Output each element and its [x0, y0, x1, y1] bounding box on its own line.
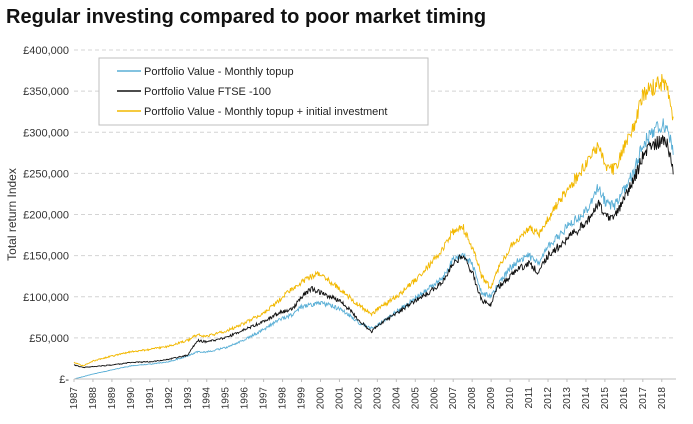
series-line-2: [73, 74, 674, 367]
series-layer: [73, 74, 674, 380]
series-line-0: [73, 118, 674, 380]
x-tick-label: 1998: [278, 387, 289, 410]
chart-title: Regular investing compared to poor marke…: [6, 6, 487, 28]
x-tick-label: 2002: [353, 387, 364, 410]
x-tick-label: 2014: [581, 387, 592, 410]
x-tick-label: 2006: [429, 387, 440, 410]
x-tick-label: 2005: [410, 387, 421, 410]
x-tick-label: 2007: [448, 387, 459, 410]
y-tick-label: £300,000: [23, 127, 69, 139]
legend-entry: Portfolio Value - Monthly topup: [144, 66, 294, 78]
y-tick-label: £100,000: [23, 292, 69, 304]
x-tick-label: 2016: [619, 387, 630, 410]
x-tick-label: 2017: [638, 387, 649, 410]
x-axis-ticks: 1987 1988 1989 1990 1991 1992 1993 1994 1995 1996…: [69, 379, 668, 409]
x-tick-label: 2009: [486, 387, 497, 410]
x-tick-label: 1999: [297, 387, 308, 410]
x-tick-label: 1996: [240, 387, 251, 410]
x-tick-label: 1993: [183, 387, 194, 410]
y-tick-label: £200,000: [23, 210, 69, 222]
x-tick-label: 1997: [259, 387, 270, 410]
y-tick-label: £50,000: [29, 333, 69, 345]
x-tick-label: 1994: [202, 387, 213, 410]
x-tick-label: 2012: [543, 387, 554, 410]
x-tick-label: 1989: [107, 387, 118, 410]
y-axis-label: Total return Index: [5, 168, 19, 261]
x-tick-label: 1990: [126, 387, 137, 410]
x-tick-label: 2011: [524, 387, 535, 409]
x-tick-label: 2003: [372, 387, 383, 410]
x-tick-label: 1988: [88, 387, 99, 410]
x-tick-label: 2000: [315, 387, 326, 410]
x-tick-label: 2008: [467, 387, 478, 410]
x-tick-label: 1991: [145, 387, 156, 410]
x-tick-label: 2010: [505, 387, 516, 410]
y-tick-label: £400,000: [23, 45, 69, 57]
legend: Portfolio Value - Monthly topup Portfolio…: [98, 57, 429, 126]
series-line-1: [73, 134, 674, 369]
x-tick-label: 1987: [69, 387, 80, 410]
x-tick-label: 2004: [391, 387, 402, 410]
x-tick-label: 2018: [657, 387, 668, 410]
x-tick-label: 2001: [334, 387, 345, 410]
legend-entry: Portfolio Value - Monthly topup + initia…: [144, 106, 387, 118]
y-axis-ticks: £- £50,000 £100,000 £150,000 £200,000 £250,00…: [23, 45, 69, 386]
legend-entry: Portfolio Value FTSE -100: [144, 86, 271, 98]
legend-box: [98, 57, 429, 126]
y-tick-label: £350,000: [23, 86, 69, 98]
x-tick-label: 1995: [221, 387, 232, 410]
x-tick-label: 1992: [164, 387, 175, 410]
x-tick-label: 2013: [562, 387, 573, 410]
y-tick-label: £-: [59, 374, 69, 386]
y-tick-label: £250,000: [23, 168, 69, 180]
y-tick-label: £150,000: [23, 251, 69, 263]
x-tick-label: 2015: [600, 387, 611, 410]
